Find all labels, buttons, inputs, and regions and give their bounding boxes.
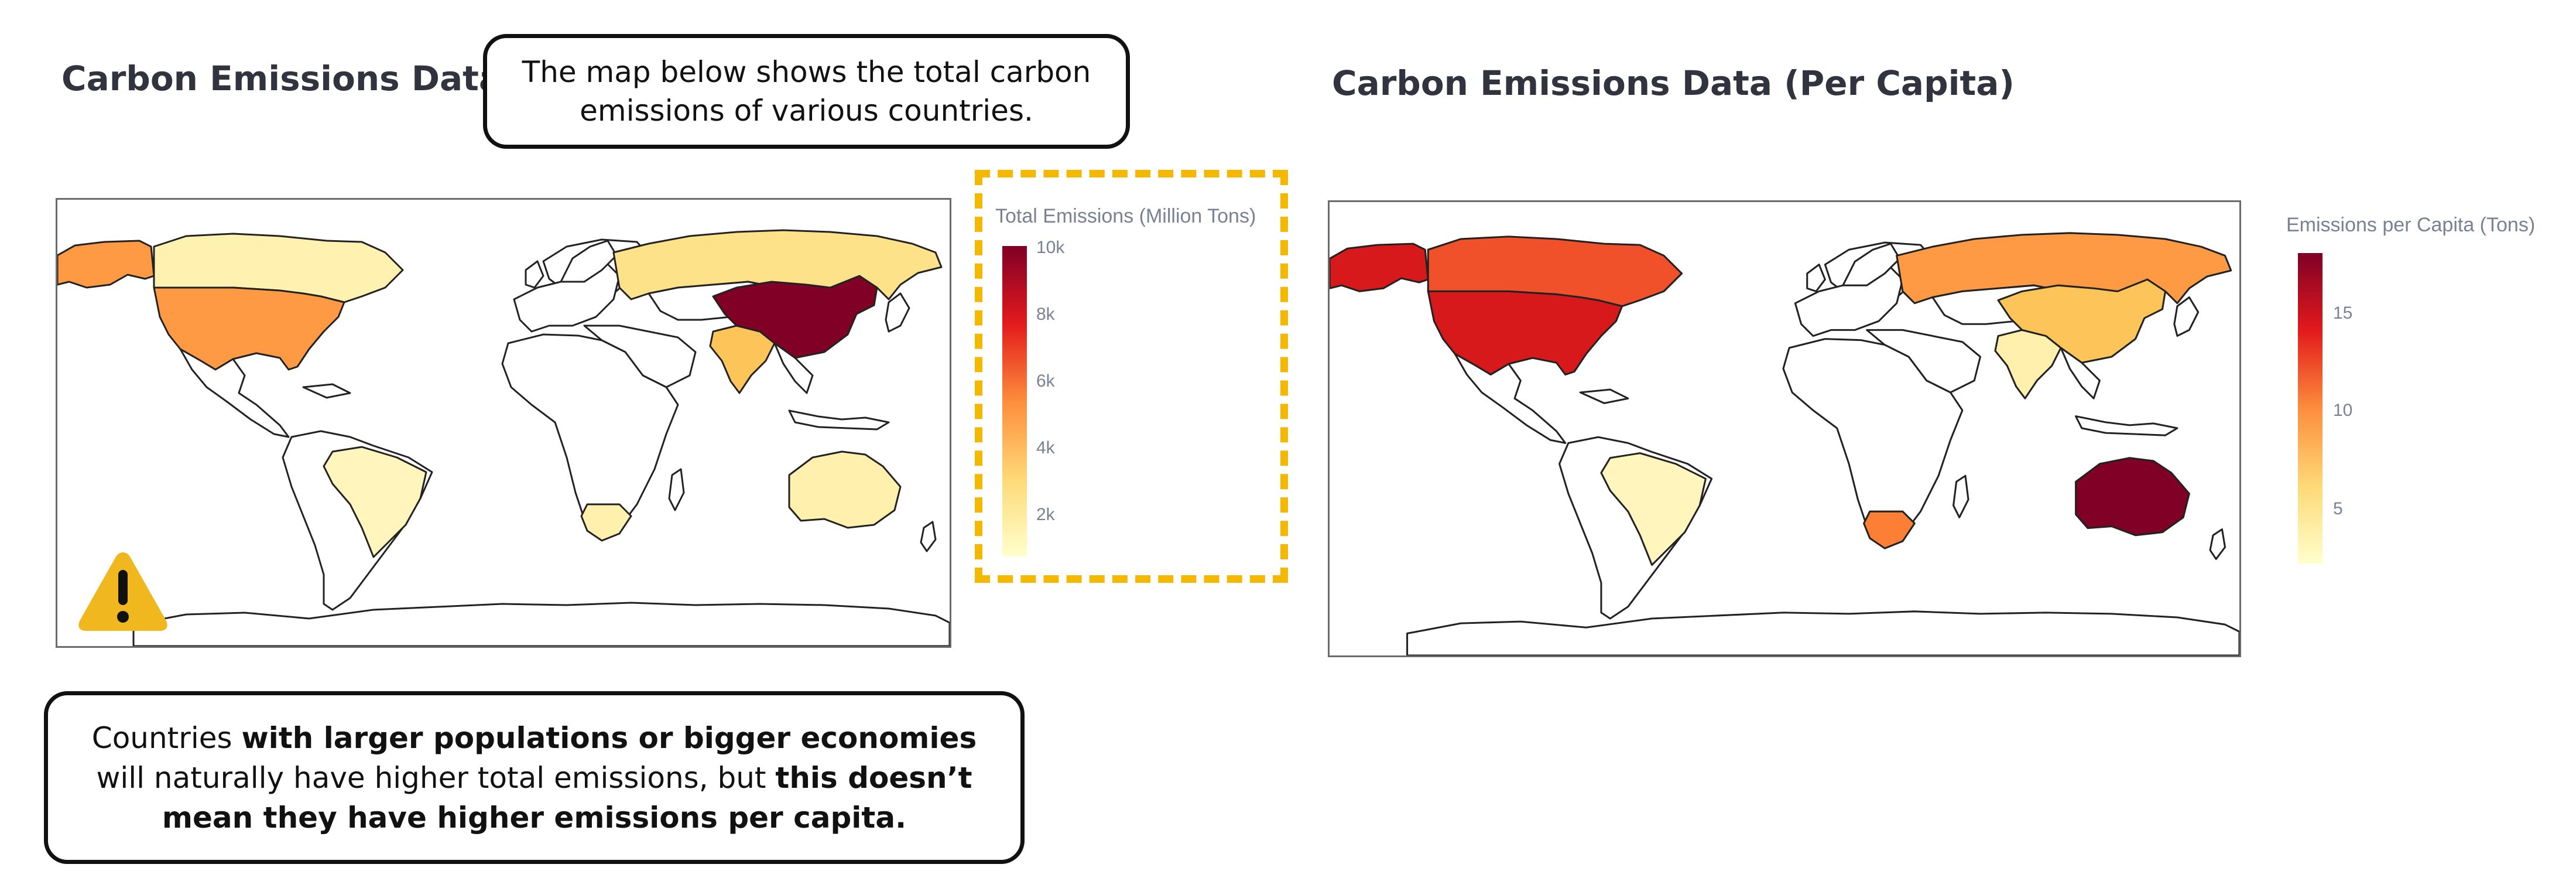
australia xyxy=(2075,457,2190,537)
right-colorbar xyxy=(2298,253,2322,563)
left-tick-4k: 4k xyxy=(1036,438,1055,457)
right-tick-5: 5 xyxy=(2333,499,2343,518)
right-tick-10: 10 xyxy=(2333,401,2353,420)
total-emissions-map[interactable] xyxy=(56,198,951,648)
left-tick-6k: 6k xyxy=(1036,371,1055,391)
bottom-callout: Countries with larger populations or big… xyxy=(44,691,1025,864)
south-africa xyxy=(1863,510,1916,549)
usa xyxy=(153,286,345,371)
usa xyxy=(1427,290,1623,376)
left-tick-8k: 8k xyxy=(1036,305,1055,324)
brazil xyxy=(323,446,427,558)
legend-highlight-box xyxy=(975,170,1288,583)
world-map-total xyxy=(57,229,950,646)
south-africa xyxy=(580,503,632,542)
per-capita-map[interactable] xyxy=(1328,200,2241,657)
alaska xyxy=(1330,242,1429,292)
china xyxy=(712,275,878,359)
right-legend-title: Emissions per Capita (Tons) xyxy=(2286,214,2536,236)
left-legend-title: Total Emissions (Million Tons) xyxy=(995,205,1256,227)
left-tick-2k: 2k xyxy=(1036,505,1055,524)
world-map-per-capita xyxy=(1330,232,2239,655)
left-chart-title: Carbon Emissions Data xyxy=(61,59,502,98)
left-colorbar xyxy=(1002,246,1027,556)
china xyxy=(1997,278,2167,364)
note-bold-2: this doesn’t mean they have higher emiss… xyxy=(162,760,972,835)
warning-triangle-icon xyxy=(76,548,170,636)
brazil xyxy=(1600,452,1707,566)
right-tick-15: 15 xyxy=(2333,303,2353,323)
note-text-2: will naturally have higher total emissio… xyxy=(96,760,776,795)
bottom-callout-text: Countries with larger populations or big… xyxy=(77,718,991,838)
top-callout: The map below shows the total carbon emi… xyxy=(483,34,1130,149)
note-text-1: Countries xyxy=(91,720,242,755)
note-bold-1: with larger populations or bigger econom… xyxy=(241,720,977,755)
alaska xyxy=(57,240,155,289)
right-chart-title: Carbon Emissions Data (Per Capita) xyxy=(1332,63,2015,103)
australia xyxy=(788,450,902,529)
left-tick-10k: 10k xyxy=(1036,238,1065,257)
